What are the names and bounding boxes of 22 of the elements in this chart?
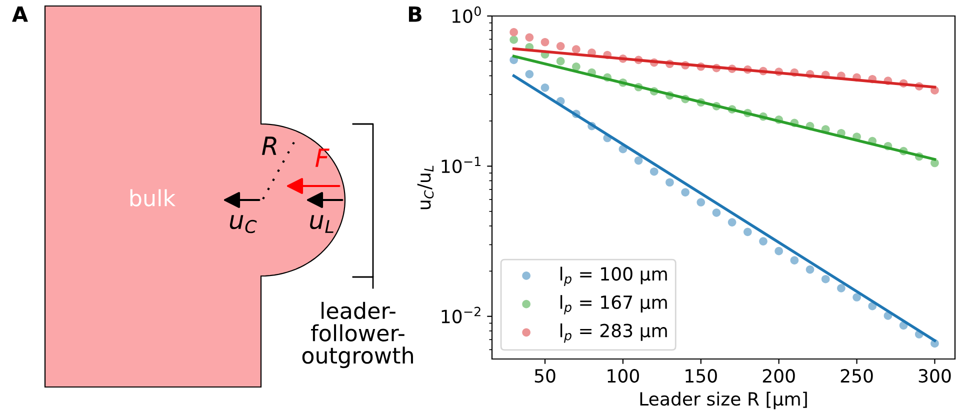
- x-tick-label: 50: [534, 369, 556, 383]
- text: u$_{C}$: [230, 215, 257, 234]
- text: u$_{L}$: [310, 215, 334, 233]
- x-tick-label: 300: [918, 369, 951, 383]
- x-axis-title: Leader size R [μm]: [640, 392, 807, 410]
- x-tick-label: 150: [686, 369, 717, 383]
- y-tick-label: 10$^{−2}$: [442, 306, 480, 324]
- text: leader- follower- outgrowth: [302, 302, 413, 368]
- text: B: [408, 6, 422, 22]
- text: R: [262, 136, 276, 155]
- legend-label: l$_{p}$ = 167 μm: [560, 295, 667, 314]
- text: F: [315, 148, 330, 167]
- text: A: [12, 6, 28, 22]
- legend-label: l$_{p}$ = 283 μm: [560, 323, 667, 343]
- x-tick-label: 250: [840, 369, 873, 383]
- y-axis-title: u$_{C}$/u$_{L}$: [417, 166, 434, 210]
- x-tick-label: 200: [762, 369, 795, 383]
- x-tick-label: 100: [608, 369, 639, 383]
- legend-label: l$_{p}$ = 100 μm: [560, 266, 667, 286]
- y-tick-label: 10$^{0}$: [452, 6, 481, 23]
- text: bulk: [130, 189, 176, 206]
- y-tick-label: 10$^{−1}$: [442, 156, 480, 174]
